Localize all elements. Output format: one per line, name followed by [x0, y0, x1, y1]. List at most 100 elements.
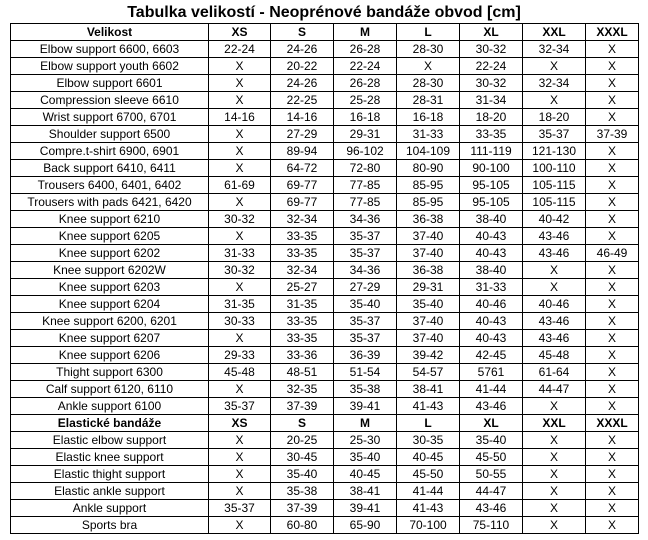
- size-cell-l: 30-35: [396, 431, 460, 449]
- size-cell-xxl: 61-64: [522, 363, 586, 381]
- size-cell-xs: 30-33: [208, 312, 271, 330]
- table-row: Compression sleeve 6610 X 22-25 25-28 28-31 3…: [10, 91, 639, 109]
- size-cell-s: 27-29: [270, 125, 334, 143]
- size-cell-m: 39-41: [333, 499, 397, 517]
- size-cell-s: 24-26: [270, 74, 334, 92]
- size-cell-xxxl: X: [585, 329, 639, 347]
- size-cell-l: 85-95: [396, 176, 460, 194]
- product-name-cell: Knee support 6207: [10, 329, 209, 347]
- size-cell-s: 20-25: [270, 431, 334, 449]
- column-header-xxl: XXL: [522, 414, 586, 432]
- product-name-cell: Elastic knee support: [10, 448, 209, 466]
- size-cell-l: 36-38: [396, 261, 460, 279]
- size-cell-xs: X: [208, 516, 271, 534]
- size-cell-xl: 43-46: [459, 499, 523, 517]
- size-cell-xxl: 32-34: [522, 74, 586, 92]
- size-cell-xl: 30-32: [459, 40, 523, 58]
- size-cell-xl: 18-20: [459, 108, 523, 126]
- product-name-cell: Ankle support 6100: [10, 397, 209, 415]
- size-cell-xl: 30-32: [459, 74, 523, 92]
- size-cell-xxl: 18-20: [522, 108, 586, 126]
- size-cell-xxl: 35-37: [522, 125, 586, 143]
- size-cell-m: 35-37: [333, 329, 397, 347]
- size-cell-l: 39-42: [396, 346, 460, 364]
- size-cell-xs: 35-37: [208, 499, 271, 517]
- size-cell-xxxl: X: [585, 210, 639, 228]
- size-cell-xxxl: X: [585, 227, 639, 245]
- size-cell-m: 29-31: [333, 125, 397, 143]
- size-cell-s: 35-40: [270, 465, 334, 483]
- size-cell-xxl: X: [522, 431, 586, 449]
- size-cell-l: 41-43: [396, 499, 460, 517]
- size-cell-l: 29-31: [396, 278, 460, 296]
- size-cell-m: 26-28: [333, 74, 397, 92]
- table-row: Thight support 6300 45-48 48-51 51-54 54-57 5…: [10, 363, 639, 381]
- size-cell-xl: 111-119: [459, 142, 523, 160]
- size-cell-s: 37-39: [270, 499, 334, 517]
- size-cell-xxl: 43-46: [522, 329, 586, 347]
- size-cell-xs: X: [208, 278, 271, 296]
- size-cell-xxxl: X: [585, 312, 639, 330]
- size-cell-xs: X: [208, 380, 271, 398]
- column-header-l: L: [396, 414, 460, 432]
- size-cell-xl: 50-55: [459, 465, 523, 483]
- size-cell-s: 69-77: [270, 176, 334, 194]
- size-cell-s: 69-77: [270, 193, 334, 211]
- column-header-xs: XS: [208, 414, 271, 432]
- size-cell-xs: X: [208, 142, 271, 160]
- product-name-cell: Knee support 6210: [10, 210, 209, 228]
- table-row: Knee support 6203 X 25-27 27-29 29-31 31-33 X X: [10, 278, 639, 296]
- size-cell-xxxl: X: [585, 380, 639, 398]
- size-cell-xl: 33-35: [459, 125, 523, 143]
- column-header-xxxl: XXXL: [585, 23, 639, 41]
- column-header-l: L: [396, 23, 460, 41]
- column-header-xxl: XXL: [522, 23, 586, 41]
- table-row: Elastic elbow support X 20-25 25-30 30-35 35-…: [10, 431, 639, 449]
- size-cell-s: 14-16: [270, 108, 334, 126]
- table-row: Elastic thight support X 35-40 40-45 45-50 50…: [10, 465, 639, 483]
- product-name-cell: Trousers 6400, 6401, 6402: [10, 176, 209, 194]
- size-cell-l: 35-40: [396, 295, 460, 313]
- column-header-xl: XL: [459, 23, 523, 41]
- product-name-cell: Thight support 6300: [10, 363, 209, 381]
- size-cell-xxxl: 37-39: [585, 125, 639, 143]
- size-cell-xxl: 32-34: [522, 40, 586, 58]
- size-cell-l: 70-100: [396, 516, 460, 534]
- table-row: Knee support 6207 X 33-35 35-37 37-40 40-43 43…: [10, 329, 639, 347]
- size-cell-l: 28-30: [396, 74, 460, 92]
- size-cell-l: 38-41: [396, 380, 460, 398]
- size-cell-s: 32-34: [270, 210, 334, 228]
- size-cell-xxxl: X: [585, 346, 639, 364]
- table-row: Trousers 6400, 6401, 6402 61-69 69-77 77-85…: [10, 176, 639, 194]
- size-cell-xxxl: X: [585, 516, 639, 534]
- size-cell-m: 25-30: [333, 431, 397, 449]
- size-cell-s: 33-35: [270, 312, 334, 330]
- size-cell-l: 80-90: [396, 159, 460, 177]
- size-cell-xxxl: X: [585, 465, 639, 483]
- table-body: Velikost XS S M L XL XXL XXXL Elbow support 6600…: [10, 23, 639, 534]
- elastic-header-row: Elastické bandáže XS S M L XL XXL XXXL: [10, 414, 639, 432]
- product-name-cell: Elbow support youth 6602: [10, 57, 209, 75]
- size-cell-m: 38-41: [333, 482, 397, 500]
- size-cell-xl: 31-34: [459, 91, 523, 109]
- size-cell-xs: X: [208, 227, 271, 245]
- size-cell-xl: 40-43: [459, 227, 523, 245]
- size-cell-xxxl: X: [585, 482, 639, 500]
- size-cell-m: 77-85: [333, 176, 397, 194]
- table-row: Knee support 6202W 30-32 32-34 34-36 36-38 38…: [10, 261, 639, 279]
- size-cell-m: 27-29: [333, 278, 397, 296]
- size-cell-xxxl: X: [585, 431, 639, 449]
- size-cell-l: 28-30: [396, 40, 460, 58]
- table-row: Sports bra X 60-80 65-90 70-100 75-110 X X: [10, 516, 639, 534]
- size-cell-xxl: X: [522, 91, 586, 109]
- size-cell-xxxl: X: [585, 278, 639, 296]
- size-cell-xxxl: X: [585, 91, 639, 109]
- table-row: Shoulder support 6500 X 27-29 29-31 31-33 33-…: [10, 125, 639, 143]
- product-name-cell: Elastic elbow support: [10, 431, 209, 449]
- size-cell-xs: 61-69: [208, 176, 271, 194]
- size-cell-s: 20-22: [270, 57, 334, 75]
- table-row: Back support 6410, 6411 X 64-72 72-80 80-90 9…: [10, 159, 639, 177]
- size-cell-l: 54-57: [396, 363, 460, 381]
- size-cell-m: 26-28: [333, 40, 397, 58]
- size-cell-xs: X: [208, 91, 271, 109]
